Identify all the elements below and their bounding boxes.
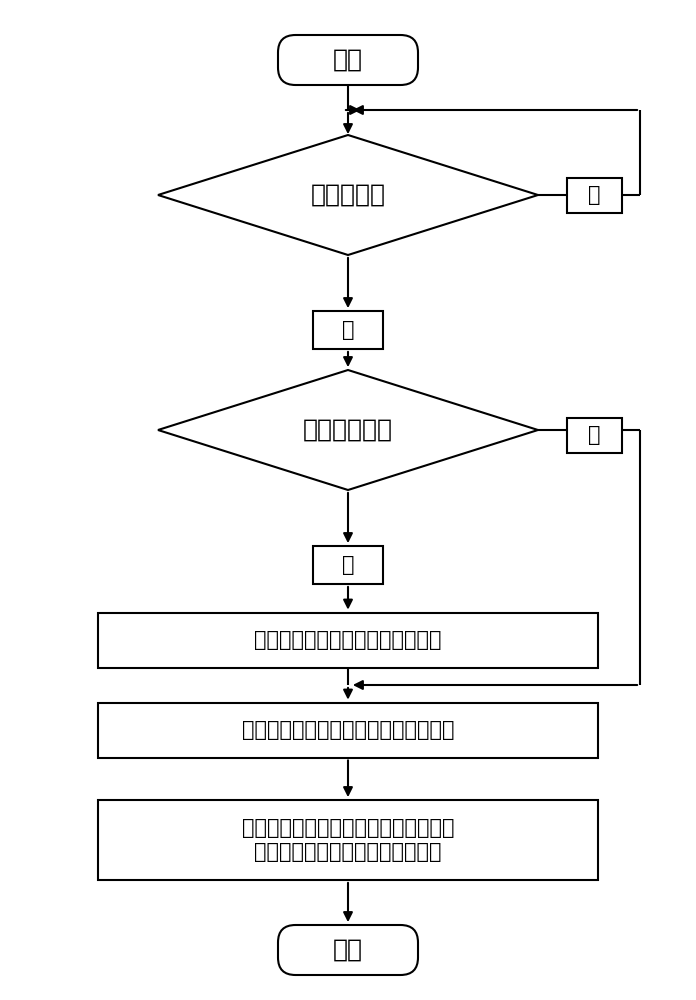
Bar: [567, 418, 622, 452]
Bar: [313, 546, 383, 584]
Polygon shape: [158, 370, 538, 490]
Bar: [98, 612, 598, 668]
Text: 返回: 返回: [333, 938, 363, 962]
Text: 是: 是: [587, 425, 600, 445]
Bar: [98, 800, 598, 880]
Polygon shape: [158, 135, 538, 255]
Text: 将油耗、时间、位置、速度、载重上传
到中心服务器，统计分析生成报表: 将油耗、时间、位置、速度、载重上传 到中心服务器，统计分析生成报表: [242, 818, 454, 862]
FancyBboxPatch shape: [278, 35, 418, 85]
Text: 是: 是: [342, 320, 354, 340]
Text: 否: 否: [342, 555, 354, 575]
Bar: [313, 311, 383, 349]
Text: 车辆启动？: 车辆启动？: [310, 183, 386, 207]
Bar: [567, 178, 622, 213]
Text: 有档案信息？: 有档案信息？: [303, 418, 393, 442]
Text: 通过中心服务器获取车辆档案信息: 通过中心服务器获取车辆档案信息: [254, 630, 442, 650]
FancyBboxPatch shape: [278, 925, 418, 975]
Text: 否: 否: [587, 185, 600, 205]
Text: 开始: 开始: [333, 48, 363, 72]
Bar: [98, 702, 598, 758]
Text: 采集车辆工况数据，计算车辆瞬时油耗: 采集车辆工况数据，计算车辆瞬时油耗: [242, 720, 454, 740]
